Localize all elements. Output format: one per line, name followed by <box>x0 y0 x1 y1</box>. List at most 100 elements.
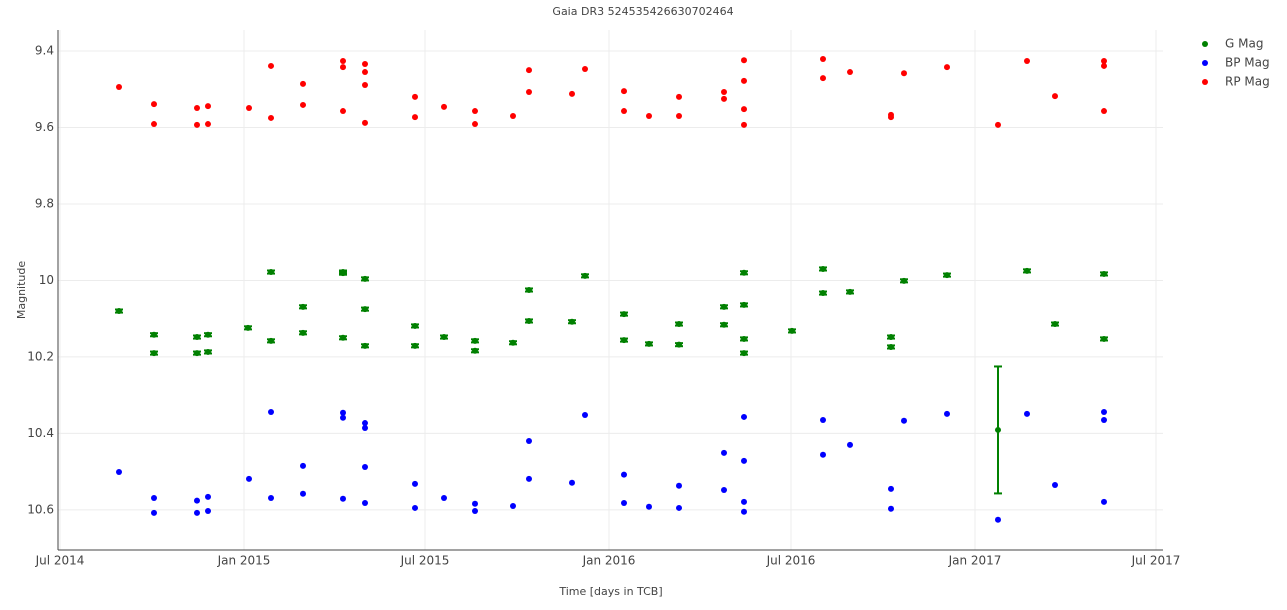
point <box>268 114 274 121</box>
point <box>741 301 747 308</box>
point <box>412 322 418 329</box>
point <box>151 509 157 516</box>
point <box>1101 108 1107 115</box>
point <box>441 495 447 501</box>
point <box>1101 62 1107 69</box>
point <box>789 327 795 334</box>
point <box>721 88 727 95</box>
point <box>340 334 346 341</box>
point <box>510 113 516 120</box>
point <box>526 438 532 445</box>
point <box>412 480 418 487</box>
point <box>205 493 211 500</box>
y-tick-label: 9.8 <box>35 196 54 210</box>
point <box>901 277 907 284</box>
point <box>676 482 682 489</box>
point <box>741 57 747 64</box>
point <box>944 410 950 417</box>
point <box>300 462 306 469</box>
point <box>1101 417 1107 423</box>
point <box>741 508 747 515</box>
legend-marker <box>1202 79 1208 85</box>
legend-label: RP Mag <box>1225 75 1270 89</box>
point <box>340 57 346 64</box>
point <box>944 272 950 279</box>
point <box>741 121 747 128</box>
x-tick-label: Jul 2015 <box>400 554 450 568</box>
legend-marker <box>1202 41 1208 47</box>
point <box>194 121 200 128</box>
point <box>621 337 627 344</box>
point <box>300 101 306 108</box>
x-tick-label: Jan 2015 <box>217 554 271 568</box>
point <box>888 505 894 512</box>
point <box>820 290 826 297</box>
point <box>721 303 727 310</box>
point <box>847 441 853 448</box>
point <box>676 321 682 328</box>
point <box>888 485 894 492</box>
point <box>472 500 478 507</box>
y-tick-label: 10.4 <box>27 426 54 440</box>
point <box>246 475 252 482</box>
point <box>246 105 252 111</box>
point <box>995 121 1001 128</box>
point <box>888 343 894 350</box>
point <box>676 341 682 348</box>
point <box>721 321 727 328</box>
point <box>300 329 306 336</box>
legend-label: BP Mag <box>1225 56 1270 70</box>
point <box>526 475 532 482</box>
point <box>340 270 346 277</box>
point <box>362 464 368 471</box>
point <box>526 317 532 324</box>
point <box>300 80 306 87</box>
point <box>1101 498 1107 505</box>
x-tick-label: Jul 2017 <box>1131 554 1181 568</box>
point <box>888 114 894 121</box>
point <box>901 70 907 77</box>
point <box>741 77 747 84</box>
legend-label: G Mag <box>1225 37 1263 51</box>
point <box>194 105 200 111</box>
point <box>646 340 652 347</box>
point <box>741 498 747 505</box>
point <box>441 103 447 110</box>
point <box>995 516 1001 523</box>
point <box>526 287 532 293</box>
point <box>569 479 575 486</box>
point <box>847 69 853 76</box>
point <box>472 121 478 128</box>
point <box>151 350 157 357</box>
point <box>412 114 418 121</box>
point <box>205 121 211 128</box>
point <box>340 64 346 71</box>
point <box>721 486 727 493</box>
point <box>441 334 447 341</box>
point <box>362 425 368 432</box>
y-tick-label: 10 <box>39 273 54 287</box>
point <box>194 334 200 341</box>
point <box>1052 321 1058 328</box>
point <box>362 275 368 282</box>
point <box>582 412 588 419</box>
point <box>362 61 368 68</box>
point <box>205 103 211 110</box>
point <box>676 504 682 511</box>
point <box>1024 410 1030 417</box>
point <box>1101 57 1107 64</box>
point <box>268 269 274 276</box>
point <box>510 503 516 510</box>
point <box>741 457 747 464</box>
point <box>1101 408 1107 415</box>
point <box>362 420 368 427</box>
point <box>820 265 826 272</box>
point <box>526 88 532 95</box>
point <box>621 108 627 115</box>
point <box>820 417 826 423</box>
point <box>362 82 368 89</box>
point <box>245 324 251 331</box>
point <box>944 64 950 71</box>
point <box>1024 267 1030 274</box>
point <box>300 490 306 497</box>
